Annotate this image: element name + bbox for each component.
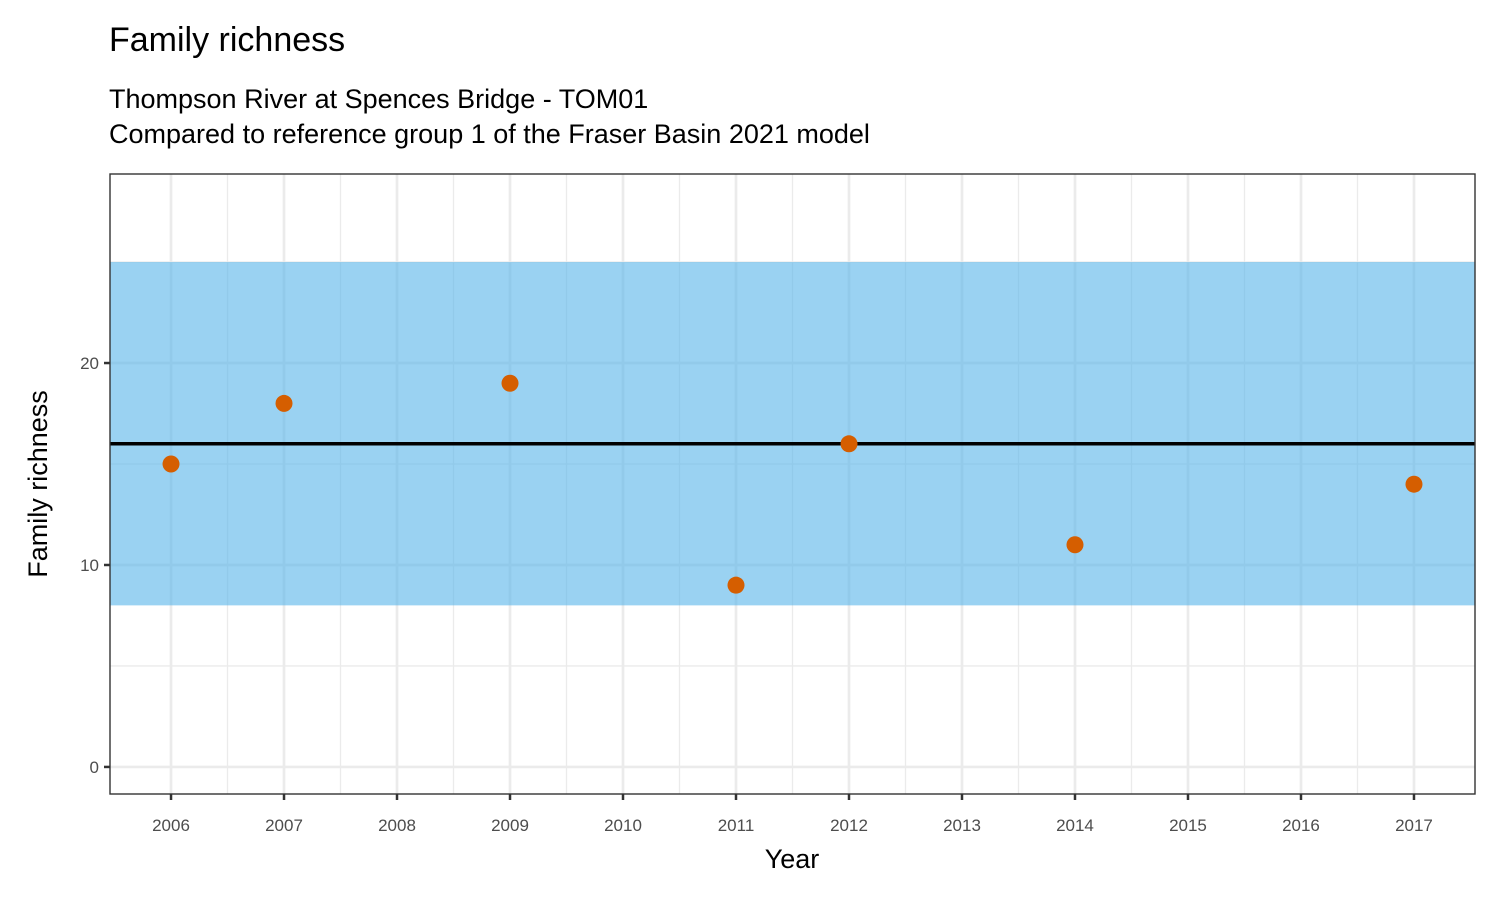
panel-border (109, 173, 1476, 795)
data-point (275, 394, 293, 412)
chart-subtitle-line-1: Thompson River at Spences Bridge - TOM01 (109, 84, 648, 114)
y-tick-label: 20 (80, 354, 99, 373)
chart-subtitle-line-2: Compared to reference group 1 of the Fra… (109, 119, 870, 149)
data-point (501, 374, 519, 392)
data-point (840, 435, 858, 453)
x-tick-label: 2010 (604, 816, 642, 835)
x-tick-label: 2007 (265, 816, 303, 835)
x-tick-label: 2016 (1282, 816, 1320, 835)
x-tick-label: 2013 (943, 816, 981, 835)
x-tick-label: 2015 (1169, 816, 1207, 835)
x-tick-label: 2011 (718, 816, 755, 835)
x-tick-label: 2006 (152, 816, 190, 835)
data-point (162, 455, 180, 473)
x-tick-label: 2017 (1395, 816, 1433, 835)
y-tick-label: 0 (90, 758, 99, 777)
x-axis-label: Year (765, 844, 820, 874)
marks (110, 374, 1475, 594)
x-tick-label: 2012 (830, 816, 868, 835)
data-point (727, 576, 745, 594)
y-axis-label: Family richness (23, 390, 53, 578)
y-tick-label: 10 (80, 556, 99, 575)
x-tick-label: 2009 (491, 816, 529, 835)
data-point (1066, 536, 1084, 554)
reference-band (110, 262, 1475, 606)
chart-title: Family richness (109, 21, 345, 59)
data-point (1405, 475, 1423, 493)
axes: 2006 2007 2008 2009 2010 2011 2012 2013 2014 2015… (80, 173, 1476, 835)
reference-band-group (110, 262, 1475, 606)
x-tick-label: 2008 (378, 816, 416, 835)
x-tick-label: 2014 (1056, 816, 1094, 835)
